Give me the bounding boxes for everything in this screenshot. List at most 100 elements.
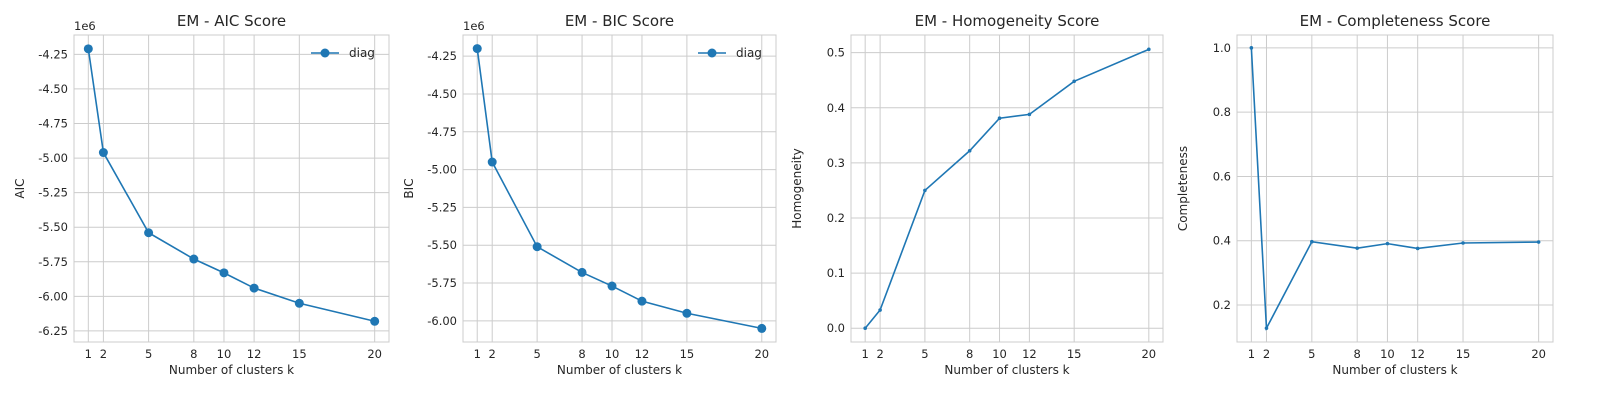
grid	[851, 35, 1163, 342]
plot-frame	[850, 34, 1164, 343]
data-point	[1536, 240, 1541, 244]
x-axis-label: Number of clusters k	[169, 363, 294, 377]
y-tick-label: 0.2	[1213, 298, 1231, 312]
y-tick-label: 0.3	[827, 156, 845, 170]
y-axis-label: BIC	[402, 178, 416, 198]
data-point	[997, 116, 1002, 121]
y-tick-label: 0.1	[827, 266, 845, 280]
x-tick-label: 8	[190, 347, 197, 361]
chart-panel-4: 1 2 5 8 10 12 15 20 0.2 0.4 0.6 0.8 1.0 EM - Complete…	[1176, 12, 1554, 377]
legend-label: diag	[349, 46, 375, 60]
data-point	[1461, 241, 1465, 245]
x-tick-label: 5	[533, 347, 540, 361]
y-tick-label: 0.4	[827, 101, 845, 115]
data-point	[1415, 246, 1420, 251]
series-diag	[83, 44, 380, 326]
y-tick-label: -5.25	[427, 200, 457, 214]
y-tick-label: -5.75	[427, 276, 457, 290]
series-line	[864, 48, 1150, 329]
data-point	[637, 296, 647, 306]
x-tick-label: 20	[1531, 347, 1546, 361]
x-tick-label: 1	[862, 347, 869, 361]
data-point	[189, 254, 199, 264]
x-tick-label: 1	[85, 347, 92, 361]
data-point	[1072, 79, 1076, 84]
data-point	[863, 326, 867, 331]
x-tick-label: 8	[1354, 347, 1361, 361]
y-tick-label: -6.25	[38, 324, 68, 338]
data-point	[532, 242, 542, 252]
data-point	[923, 188, 927, 193]
x-tick-label: 2	[100, 347, 107, 361]
x-tick-label: 2	[489, 347, 496, 361]
x-tick-label: 20	[1141, 347, 1156, 361]
chart-title: EM - BIC Score	[565, 12, 674, 30]
x-tick-label: 20	[367, 347, 382, 361]
series-diag	[472, 44, 767, 333]
data-point	[1027, 112, 1032, 117]
data-point	[249, 283, 259, 293]
y-tick-label: -4.50	[38, 82, 68, 96]
data-point	[607, 281, 617, 291]
series-line	[87, 48, 375, 323]
y-tick-label: -5.00	[427, 163, 457, 177]
data-point	[219, 268, 229, 278]
x-tick-label: 20	[754, 347, 769, 361]
x-tick-label: 15	[1067, 347, 1082, 361]
chart-title: EM - Completeness Score	[1300, 12, 1491, 30]
data-point	[967, 148, 972, 153]
y-tick-label: 0.6	[1213, 169, 1231, 183]
y-tick-label: 0.8	[1213, 105, 1231, 119]
x-tick-label: 1	[1248, 347, 1255, 361]
x-tick-label: 12	[635, 347, 650, 361]
chart-title: EM - AIC Score	[177, 12, 286, 30]
y-tick-label: -4.25	[38, 47, 68, 61]
x-tick-label: 10	[605, 347, 620, 361]
y-tick-label: -5.50	[427, 238, 457, 252]
data-point	[577, 267, 587, 277]
series-line	[863, 47, 1151, 331]
legend-marker	[707, 48, 717, 58]
x-tick-label: 15	[292, 347, 307, 361]
data-point	[294, 298, 304, 308]
data-point	[1249, 46, 1254, 50]
data-point	[1355, 246, 1360, 250]
y-tick-label: -5.50	[38, 220, 68, 234]
y-tick-label: -5.75	[38, 255, 68, 269]
x-tick-label: 5	[1308, 347, 1315, 361]
data-point	[98, 148, 108, 158]
data-point	[1264, 326, 1269, 330]
y-tick-label: 0.0	[827, 321, 845, 335]
chart-panel-1: 1 2 5 8 10 12 15 20 -4.25 -4.50 -4.75 -5.00 -5.25 -5.…	[13, 12, 390, 377]
grid	[74, 35, 389, 342]
y-tick-label: -4.50	[427, 87, 457, 101]
y-tick-label: 1.0	[1213, 41, 1231, 55]
plot-frame	[1236, 34, 1554, 343]
grid	[463, 35, 776, 342]
data-point	[1147, 47, 1151, 52]
data-point	[370, 316, 380, 326]
grid	[1237, 35, 1553, 342]
data-point	[878, 308, 882, 312]
y-tick-label: 0.5	[827, 46, 845, 60]
y-tick-label: 0.4	[1213, 234, 1231, 248]
x-tick-label: 15	[680, 347, 695, 361]
x-tick-label: 12	[1022, 347, 1037, 361]
legend: diag	[311, 46, 375, 60]
x-tick-label: 10	[1380, 347, 1395, 361]
x-tick-label: 8	[578, 347, 585, 361]
chart-panel-2: 1 2 5 8 10 12 15 20 -4.25 -4.50 -4.75 -5.00 -5.25 -5.…	[402, 12, 777, 377]
y-axis-label: Homogeneity	[790, 148, 804, 229]
data-point	[487, 157, 497, 167]
x-tick-label: 15	[1456, 347, 1471, 361]
legend-marker	[320, 48, 330, 58]
chart-title: EM - Homogeneity Score	[915, 12, 1100, 30]
data-point	[757, 323, 767, 333]
x-tick-label: 10	[217, 347, 232, 361]
x-tick-label: 2	[1263, 347, 1270, 361]
series-line	[476, 48, 762, 330]
series-line	[1250, 47, 1539, 332]
y-tick-label: -5.00	[38, 151, 68, 165]
series-line	[1249, 46, 1541, 332]
